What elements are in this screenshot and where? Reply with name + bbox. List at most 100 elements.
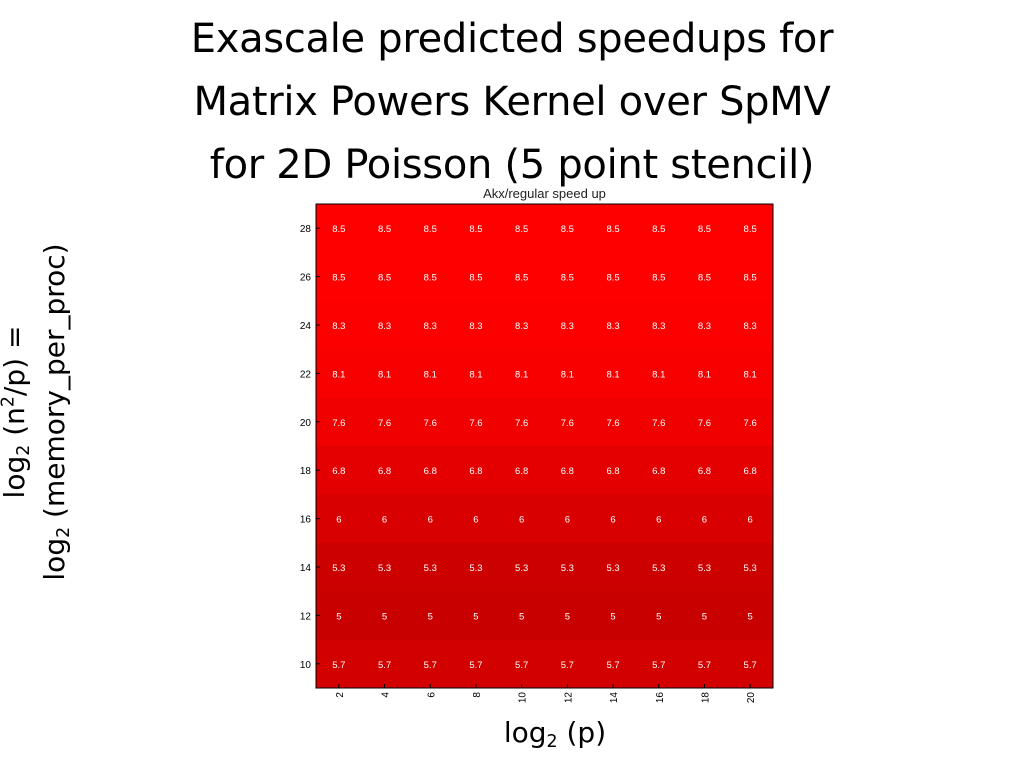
cell-value-label: 8.5 (424, 224, 437, 235)
heatmap-cell (361, 252, 408, 302)
plot-frame (315, 203, 774, 689)
cell-value-label: 8.3 (424, 321, 437, 332)
heatmap-cell (590, 446, 637, 495)
cell-value-label: 6.8 (606, 466, 619, 477)
slide-title: Exascale predicted speedups for Matrix P… (0, 8, 1024, 197)
cell-value-label: 8.1 (606, 369, 619, 380)
cell-value-label: 8.3 (561, 321, 574, 332)
cell-value-label: 5.3 (515, 563, 528, 574)
cell-value-label: 8.1 (424, 369, 437, 380)
heatmap-cell (361, 349, 408, 399)
cell-value-label: 5.3 (698, 563, 711, 574)
cell-value-label: 6 (748, 515, 753, 526)
cell-value-label: 8.5 (469, 273, 482, 284)
cell-value-label: 8.5 (698, 224, 711, 235)
heatmap-cell (544, 591, 591, 641)
cell-value-label: 8.5 (332, 273, 345, 284)
x-tick-label: 4 (381, 692, 392, 698)
y-axis-label-line-1: log2 (n2/p) = (0, 325, 35, 499)
heatmap-cell (453, 204, 500, 253)
cell-value-label: 5 (748, 611, 753, 622)
cell-value-label: 5.3 (424, 563, 437, 574)
y-tick-label: 18 (300, 466, 312, 477)
cell-value-label: 8.3 (606, 321, 619, 332)
y-axis-label: log2 (n2/p) = log2 (memory_per_proc) (0, 182, 95, 642)
title-line-1: Exascale predicted speedups for (190, 16, 834, 62)
cell-value-label: 5.7 (561, 660, 574, 671)
cell-value-label: 5.7 (332, 660, 345, 671)
heatmap-cell (407, 397, 454, 447)
y-tick-label: 10 (300, 660, 312, 671)
cell-value-label: 8.5 (652, 273, 665, 284)
title-line-3: for 2D Poisson (5 point stencil) (209, 142, 815, 188)
heatmap-cell (544, 300, 591, 350)
heatmap-cell (681, 349, 728, 399)
cell-value-label: 8.3 (332, 321, 345, 332)
heatmap-cell (316, 397, 363, 447)
heatmap-cell (590, 397, 637, 447)
heatmap-cell (590, 591, 637, 641)
cell-value-label: 5.3 (744, 563, 757, 574)
heatmap-cell (727, 397, 774, 447)
heatmap-cell (316, 252, 363, 302)
heatmap-cell (498, 639, 545, 689)
heatmap-cell (361, 204, 408, 253)
heatmap-cell (498, 300, 545, 350)
cell-value-label: 5.7 (424, 660, 437, 671)
y-tick-label: 24 (300, 321, 312, 332)
cell-value-label: 6 (656, 515, 661, 526)
cell-value-label: 5.3 (652, 563, 665, 574)
y-tick-label: 26 (300, 273, 312, 284)
heatmap-cell (361, 446, 408, 495)
cell-value-label: 5.3 (469, 563, 482, 574)
heatmap-cell (590, 494, 637, 544)
heatmap-cell (635, 446, 683, 495)
y-tick-label: 16 (300, 515, 312, 526)
cell-value-label: 6 (565, 515, 570, 526)
heatmap-cell (361, 542, 408, 592)
heatmap-cell (635, 542, 683, 592)
heatmap-cell (635, 300, 683, 350)
heatmap-cell (544, 204, 591, 253)
y-tick-label: 28 (300, 224, 312, 235)
cell-value-label: 8.5 (469, 224, 482, 235)
x-tick-label: 8 (472, 692, 483, 698)
heatmap-cell (453, 591, 500, 641)
cell-value-label: 6.8 (561, 466, 574, 477)
cell-value-label: 5 (702, 611, 707, 622)
cell-value-label: 8.5 (744, 273, 757, 284)
cell-value-label: 8.5 (744, 224, 757, 235)
cell-value-label: 6 (610, 515, 615, 526)
heatmap-cell (316, 494, 363, 544)
heatmap-cell (316, 639, 363, 689)
cell-value-label: 7.6 (744, 418, 757, 429)
cell-value-label: 5.3 (561, 563, 574, 574)
heatmap-cell (407, 349, 454, 399)
heatmap-cell (453, 397, 500, 447)
cell-value-label: 7.6 (332, 418, 345, 429)
heatmap-cell (453, 639, 500, 689)
cell-value-label: 8.5 (606, 273, 619, 284)
cell-value-label: 8.5 (515, 273, 528, 284)
heatmap-cell (590, 300, 637, 350)
cell-value-label: 8.1 (332, 369, 345, 380)
cell-value-label: 8.1 (515, 369, 528, 380)
heatmap-cell (453, 494, 500, 544)
cell-value-label: 8.5 (332, 224, 345, 235)
heatmap-cell (498, 252, 545, 302)
heatmap-cell (316, 542, 363, 592)
x-tick-label: 18 (700, 692, 711, 704)
heatmap-cell (590, 639, 637, 689)
heatmap-cell (407, 300, 454, 350)
heatmap-cell (544, 446, 591, 495)
heatmap-cell (590, 204, 637, 253)
cell-value-label: 5.7 (698, 660, 711, 671)
heatmap-cell (727, 494, 774, 544)
heatmap-cell (635, 591, 683, 641)
heatmap-cell (590, 542, 637, 592)
cell-value-label: 8.1 (378, 369, 391, 380)
cell-value-label: 7.6 (515, 418, 528, 429)
heatmap-cell (544, 494, 591, 544)
heatmap-cell (635, 397, 683, 447)
